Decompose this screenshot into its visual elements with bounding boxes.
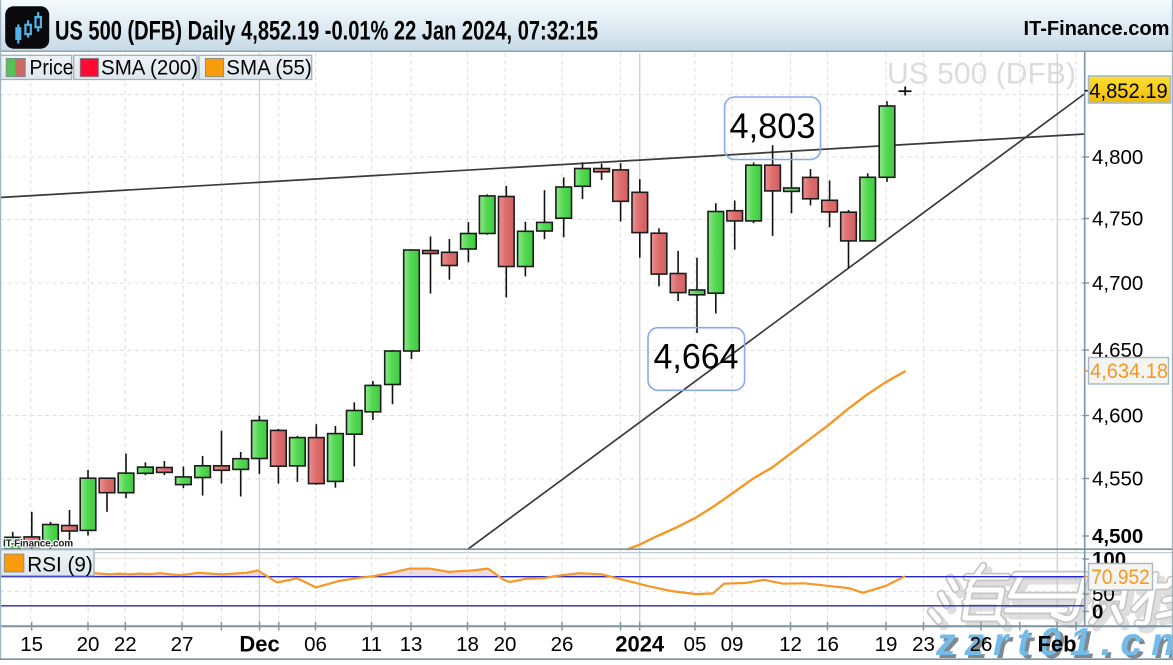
svg-text:0: 0 — [1092, 601, 1103, 624]
svg-text:4,500: 4,500 — [1092, 525, 1143, 548]
svg-text:Price: Price — [30, 57, 74, 80]
svg-text:12: 12 — [779, 633, 802, 656]
svg-text:05: 05 — [684, 633, 707, 656]
svg-text:4,634.18: 4,634.18 — [1090, 360, 1168, 383]
svg-text:4,550: 4,550 — [1092, 468, 1143, 491]
svg-text:09: 09 — [721, 633, 744, 656]
svg-text:06: 06 — [304, 633, 327, 656]
svg-text:4,664: 4,664 — [654, 338, 739, 377]
svg-text:SMA (55): SMA (55) — [226, 57, 311, 80]
svg-text:11: 11 — [361, 633, 382, 656]
svg-text:18: 18 — [456, 633, 479, 656]
svg-text:RSI (9): RSI (9) — [27, 554, 93, 577]
svg-text:70.952: 70.952 — [1091, 566, 1150, 589]
svg-text:22: 22 — [114, 633, 137, 656]
svg-text:19: 19 — [875, 633, 898, 656]
svg-text:Feb: Feb — [1037, 632, 1076, 657]
svg-text:16: 16 — [816, 633, 839, 656]
svg-text:2024: 2024 — [615, 632, 665, 657]
svg-text:4,750: 4,750 — [1092, 208, 1143, 231]
svg-text:26: 26 — [551, 633, 574, 656]
svg-text:27: 27 — [171, 633, 194, 656]
svg-text:15: 15 — [20, 633, 43, 656]
svg-text:4,800: 4,800 — [1092, 146, 1143, 169]
svg-text:4,803: 4,803 — [730, 107, 816, 146]
svg-text:4,600: 4,600 — [1092, 405, 1143, 428]
svg-text:4,700: 4,700 — [1092, 272, 1143, 295]
svg-text:26: 26 — [970, 633, 993, 656]
svg-text:IT-Finance.com: IT-Finance.com — [3, 539, 73, 550]
svg-text:20: 20 — [494, 633, 517, 656]
svg-text:IT-Finance.com: IT-Finance.com — [1024, 17, 1170, 40]
svg-text:23: 23 — [912, 633, 935, 656]
svg-text:4,852.19: 4,852.19 — [1089, 80, 1168, 103]
svg-text:13: 13 — [400, 633, 423, 656]
svg-text:US 500 (DFB) Daily 4,852.19 -0: US 500 (DFB) Daily 4,852.19 -0.01% 22 Ja… — [55, 16, 598, 46]
svg-text:Dec: Dec — [239, 632, 279, 657]
svg-text:20: 20 — [77, 633, 100, 656]
svg-text:SMA (200): SMA (200) — [101, 57, 198, 80]
